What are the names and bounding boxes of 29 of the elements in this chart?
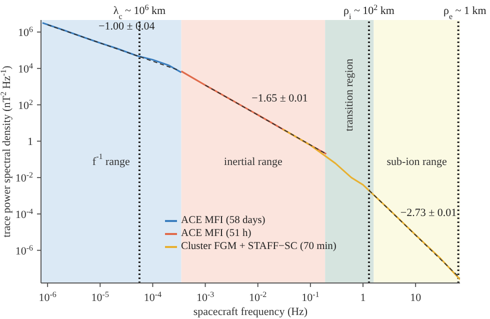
ref-line-label: λ$_{c}$ ~ 10$^{6}$ km <box>113 2 166 20</box>
legend-label: Cluster FGM + STAFF−SC (70 min) <box>181 240 336 253</box>
legend-label: ACE MFI (58 days) <box>181 214 266 227</box>
x-tick-label: 10$^{-3}$ <box>196 290 214 304</box>
y-tick-label: 10$^{-6}$ <box>15 242 33 258</box>
y-tick-label: 10$^{2}$ <box>18 97 33 112</box>
x-tick-label: 10$^{-5}$ <box>91 290 109 304</box>
ref-line-label: ρ$_{e}$ ~ 1 km <box>443 5 487 20</box>
legend-label: ACE MFI (51 h) <box>181 227 252 240</box>
band-label: sub-ion range <box>386 156 448 168</box>
annotation: −1.00 ± 0.04 <box>98 20 156 32</box>
band-label: f$^{-1}$ range <box>92 152 130 168</box>
annotation: −2.73 ± 0.01 <box>400 207 457 220</box>
band-label: inertial range <box>224 156 282 168</box>
y-tick-label: 10$^{-4}$ <box>15 206 33 221</box>
band-label: transition region <box>342 58 355 132</box>
annotation: −1.65 ± 0.01 <box>252 92 308 105</box>
x-axis-title: spacecraft frequency (Hz) <box>193 306 308 318</box>
ref-line-label: ρ$_{i}$ ~ 10$^{2}$ km <box>343 2 395 20</box>
y-tick-label: 1 <box>28 136 33 148</box>
x-tick-label: 10$^{-4}$ <box>144 290 162 304</box>
y-tick-label: 10$^{6}$ <box>18 24 33 40</box>
y-tick-label: 10$^{4}$ <box>18 60 33 76</box>
x-tick-label: 10$^{-6}$ <box>38 290 56 304</box>
x-tick-label: 1 <box>360 292 366 304</box>
y-tick-label: 10$^{-2}$ <box>15 170 33 185</box>
x-tick-label: 10$^{-1}$ <box>302 290 320 304</box>
x-tick-label: 10 <box>410 292 422 304</box>
x-tick-label: 10$^{-2}$ <box>249 290 267 304</box>
